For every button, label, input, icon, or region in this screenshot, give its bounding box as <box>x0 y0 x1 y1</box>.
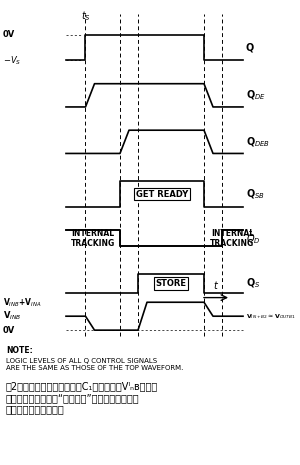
Text: V$_{INB}$: V$_{INB}$ <box>3 310 21 322</box>
Text: $t_S$: $t_S$ <box>80 9 91 23</box>
Text: Q$_{DE}$: Q$_{DE}$ <box>246 88 266 102</box>
Text: V$_{INB}$+V$_{INA}$: V$_{INB}$+V$_{INA}$ <box>3 296 42 308</box>
Text: GET READY: GET READY <box>136 190 188 199</box>
Text: Q$_{DEB}$: Q$_{DEB}$ <box>246 135 270 149</box>
Text: Q: Q <box>246 43 254 53</box>
Text: $\bar{Q}_D$: $\bar{Q}_D$ <box>246 230 261 246</box>
Text: INTERNAL
TRACKING: INTERNAL TRACKING <box>71 229 115 248</box>
Text: LOGIC LEVELS OF ALL Q CONTROL SIGNALS
ARE THE SAME AS THOSE OF THE TOP WAVEFORM.: LOGIC LEVELS OF ALL Q CONTROL SIGNALS AR… <box>6 358 183 371</box>
Text: $-V_S$: $-V_S$ <box>3 54 21 66</box>
Text: 0V: 0V <box>3 30 15 40</box>
Text: INTERNAL
TRACKING: INTERNAL TRACKING <box>210 229 255 248</box>
Text: 0V: 0V <box>3 326 15 335</box>
Text: Q$_{SB}$: Q$_{SB}$ <box>246 187 265 201</box>
Text: NOTE:: NOTE: <box>6 346 33 355</box>
Text: STORE: STORE <box>155 279 187 288</box>
Text: $t$: $t$ <box>213 279 219 291</box>
Text: Q$_S$: Q$_S$ <box>246 277 260 291</box>
Text: 圖2，下方的波形表示，電容C₁上方節點的Vᴵₙʙ電壓出
現在跟蹤周期內，在“準備就緒”周期內它上升至兩
個輸入電壓的總和值。: 圖2，下方的波形表示，電容C₁上方節點的Vᴵₙʙ電壓出 現在跟蹤周期內，在“準備… <box>6 381 158 414</box>
Text: V$_{IN+B2}$$\approx$V$_{OUTB1}$: V$_{IN+B2}$$\approx$V$_{OUTB1}$ <box>246 312 296 321</box>
